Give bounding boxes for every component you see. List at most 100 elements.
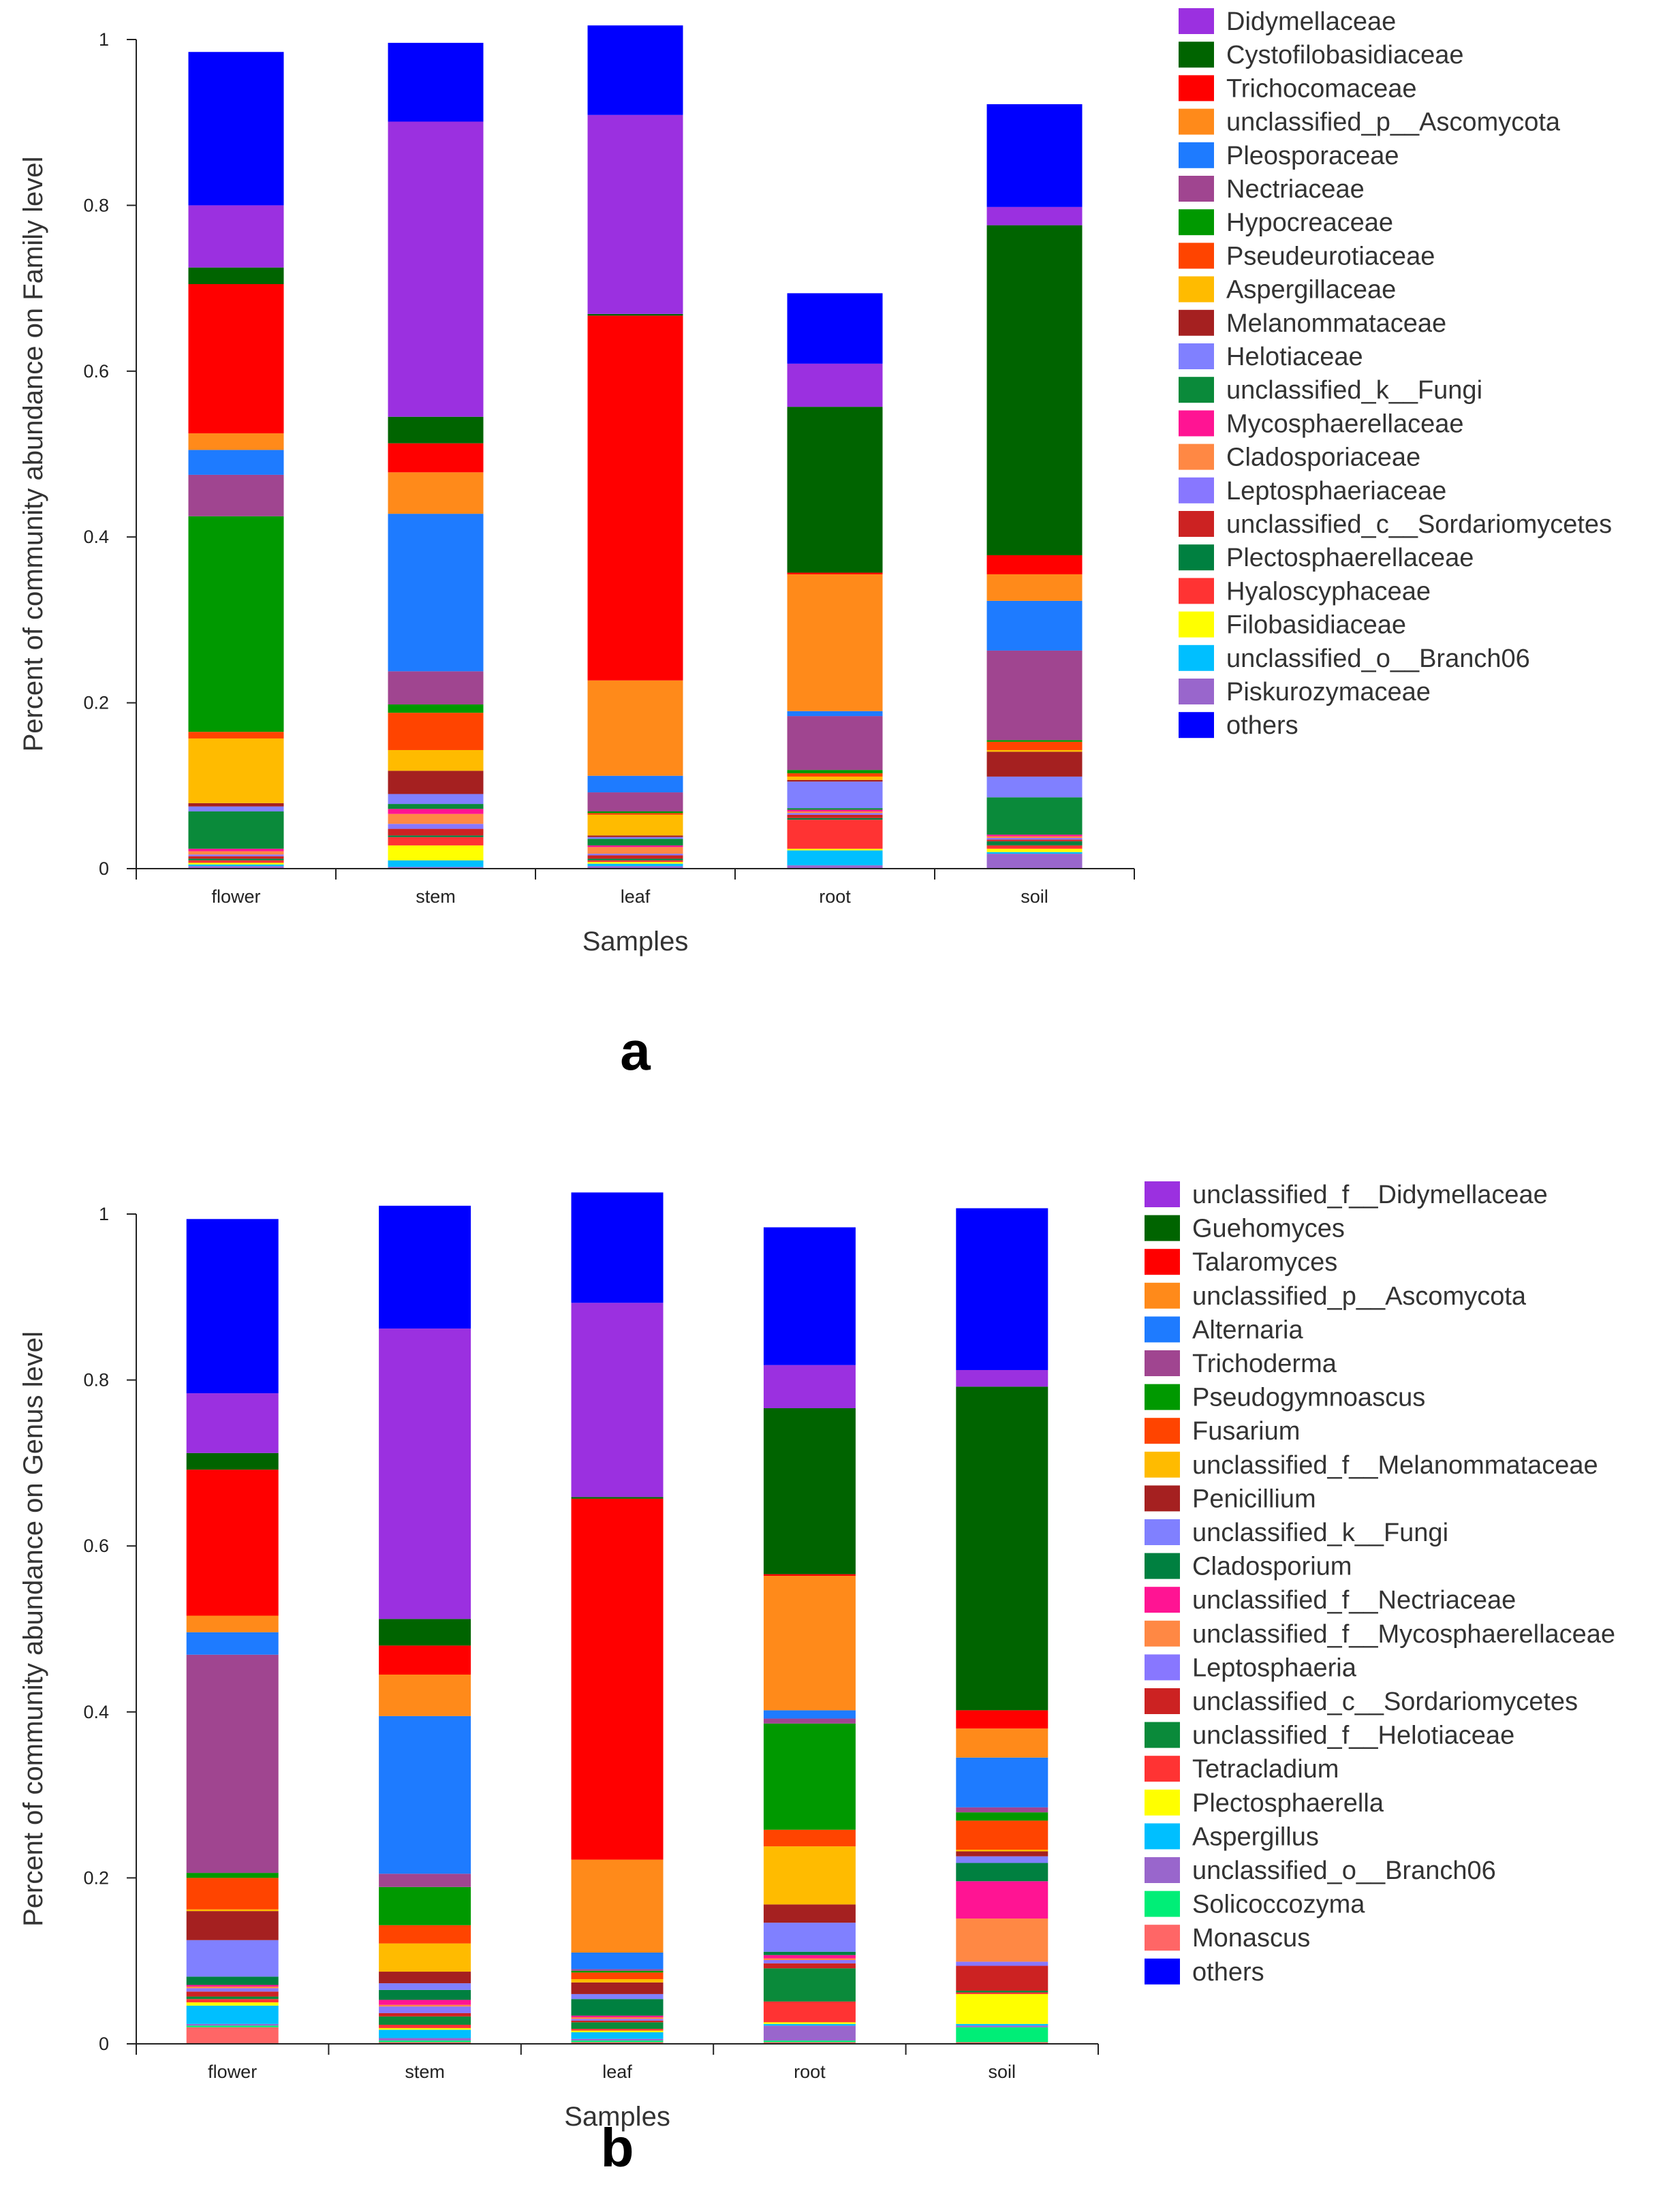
bar-segment-stem-unclassified_o__Branch06[interactable] [379,2038,471,2041]
legend-swatch[interactable] [1145,1654,1180,1681]
bar-segment-stem-others[interactable] [379,1205,471,1329]
bar-segment-stem-Guehomyces[interactable] [379,1619,471,1646]
bar-segment-leaf-Pseudeurotiaceae[interactable] [587,813,683,815]
bar-segment-flower-unclassified_c__Sordariomycetes[interactable] [188,856,284,859]
bar-segment-root-Leptosphaeria[interactable] [763,1959,856,1963]
bar-segment-soil-Mycosphaerellaceae[interactable] [986,835,1083,837]
legend-swatch[interactable] [1179,276,1214,302]
legend-swatch[interactable] [1145,1418,1180,1444]
bar-segment-root-unclassified_c__Sordariomycetes[interactable] [763,1963,856,1969]
bar-segment-root-Leptosphaeriaceae[interactable] [787,813,883,815]
bar-segment-leaf-Leptosphaeriaceae[interactable] [587,854,683,856]
bar-segment-flower-Hypocreaceae[interactable] [188,516,284,732]
bar-segment-flower-Hyaloscyphaceae[interactable] [188,860,284,863]
bar-segment-root-unclassified_k__Fungi[interactable] [787,808,883,810]
bar-segment-root-Plectosphaerella[interactable] [763,2022,856,2024]
legend-swatch[interactable] [1145,1249,1180,1275]
bar-segment-root-Fusarium[interactable] [763,1829,856,1847]
legend-label[interactable]: Helotiaceae [1226,343,1363,371]
bar-segment-soil-Plectosphaerellaceae[interactable] [986,841,1083,845]
legend-label[interactable]: unclassified_f__Didymellaceae [1192,1181,1548,1209]
bar-segment-leaf-Monascus[interactable] [571,2042,664,2044]
bar-segment-stem-Leptosphaeria[interactable] [379,2006,471,2013]
bar-segment-flower-Pleosporaceae[interactable] [188,450,284,475]
bar-segment-soil-unclassified_f__Nectriaceae[interactable] [956,1881,1048,1919]
bar-segment-root-unclassified_f__Didymellaceae[interactable] [763,1365,856,1409]
bar-segment-soil-unclassified_f__Melanommataceae[interactable] [956,1849,1048,1852]
bar-segment-soil-Didymellaceae[interactable] [986,206,1083,226]
legend-label[interactable]: Mycosphaerellaceae [1226,409,1464,438]
bar-segment-root-unclassified_o__Branch06[interactable] [787,850,883,866]
bar-segment-stem-Helotiaceae[interactable] [388,794,484,805]
bar-segment-flower-Solicoccozyma[interactable] [186,2025,279,2027]
bar-segment-leaf-unclassified_f__Mycosphaerellaceae[interactable] [571,2017,664,2019]
legend-swatch[interactable] [1179,309,1214,336]
legend-label[interactable]: Trichocomaceae [1226,74,1417,103]
bar-segment-root-Mycosphaerellaceae[interactable] [787,809,883,812]
bar-segment-stem-Pleosporaceae[interactable] [388,514,484,672]
bar-segment-flower-unclassified_o__Branch06[interactable] [188,864,284,867]
bar-segment-flower-Monascus[interactable] [186,2027,279,2044]
bar-segment-stem-Plectosphaerellaceae[interactable] [388,835,484,837]
bar-segment-soil-unclassified_k__Fungi[interactable] [986,797,1083,835]
bar-segment-root-Talaromyces[interactable] [763,1574,856,1576]
legend-swatch[interactable] [1179,243,1214,269]
bar-segment-leaf-Cladosporiaceae[interactable] [587,847,683,854]
bar-segment-leaf-unclassified_f__Helotiaceae[interactable] [571,2022,664,2030]
legend-swatch[interactable] [1179,343,1214,369]
legend-swatch[interactable] [1179,511,1214,537]
legend-label[interactable]: unclassified_k__Fungi [1226,376,1482,405]
legend-swatch[interactable] [1145,1958,1180,1985]
bar-segment-flower-unclassified_f__Mycosphaerellaceae[interactable] [186,1986,279,1989]
bar-segment-flower-Cladosporiaceae[interactable] [188,851,284,855]
bar-segment-leaf-unclassified_p__Ascomycota[interactable] [571,1859,664,1953]
bar-segment-stem-Hypocreaceae[interactable] [388,704,484,713]
bar-segment-flower-Mycosphaerellaceae[interactable] [188,848,284,852]
legend-label[interactable]: unclassified_k__Fungi [1192,1519,1448,1547]
legend-label[interactable]: unclassified_o__Branch06 [1192,1856,1496,1885]
bar-segment-stem-Talaromyces[interactable] [379,1645,471,1675]
bar-segment-leaf-unclassified_c__Sordariomycetes[interactable] [571,2020,664,2023]
legend-label[interactable]: Nectriaceae [1226,175,1365,204]
bar-segment-flower-Alternaria[interactable] [186,1632,279,1655]
legend-swatch[interactable] [1179,377,1214,403]
bar-segment-leaf-others[interactable] [587,25,683,115]
bar-segment-soil-Alternaria[interactable] [956,1757,1048,1807]
bar-segment-stem-Pseudeurotiaceae[interactable] [388,713,484,750]
legend-label[interactable]: Guehomyces [1192,1215,1345,1243]
bar-segment-stem-unclassified_f__Didymellaceae[interactable] [379,1328,471,1619]
bar-segment-leaf-Cladosporium[interactable] [571,1999,664,2016]
bar-segment-leaf-Plectosphaerellaceae[interactable] [587,858,683,860]
bar-segment-soil-Trichoderma[interactable] [956,1807,1048,1813]
legend-swatch[interactable] [1145,1620,1180,1647]
bar-segment-leaf-Tetracladium[interactable] [571,2029,664,2031]
bar-segment-root-Pleosporaceae[interactable] [787,711,883,717]
bar-segment-flower-Plectosphaerellaceae[interactable] [188,858,284,860]
legend-swatch[interactable] [1145,1823,1180,1850]
bar-segment-root-Monascus[interactable] [763,2042,856,2044]
bar-segment-stem-unclassified_f__Mycosphaerellaceae[interactable] [379,2004,471,2007]
bar-segment-leaf-Hypocreaceae[interactable] [587,811,683,813]
bar-segment-flower-unclassified_f__Helotiaceae[interactable] [186,1996,279,2000]
bar-segment-root-Hypocreaceae[interactable] [787,770,883,774]
bar-segment-soil-Talaromyces[interactable] [956,1710,1048,1729]
legend-label[interactable]: Solicoccozyma [1192,1891,1365,1919]
bar-segment-root-Didymellaceae[interactable] [787,363,883,407]
bar-segment-leaf-Filobasidiaceae[interactable] [587,862,683,864]
bar-segment-stem-Hyaloscyphaceae[interactable] [388,837,484,845]
legend-swatch[interactable] [1179,544,1214,571]
bar-segment-flower-Plectosphaerella[interactable] [186,2002,279,2006]
legend-label[interactable]: Cladosporium [1192,1553,1352,1581]
bar-segment-stem-Cystofilobasidiaceae[interactable] [388,416,484,444]
legend-swatch[interactable] [1145,1282,1180,1309]
bar-segment-leaf-unclassified_k__Fungi[interactable] [571,1993,664,2000]
bar-segment-flower-Helotiaceae[interactable] [188,806,284,812]
bar-segment-root-unclassified_o__Branch06[interactable] [763,2025,856,2041]
bar-segment-stem-Tetracladium[interactable] [379,2024,471,2028]
bar-segment-stem-unclassified_c__Sordariomycetes[interactable] [379,2013,471,2017]
legend-swatch[interactable] [1179,75,1214,102]
bar-segment-soil-unclassified_p__Ascomycota[interactable] [956,1728,1048,1758]
bar-segment-soil-others[interactable] [986,104,1083,207]
bar-segment-soil-Penicillium[interactable] [956,1851,1048,1856]
bar-segment-soil-Leptosphaeriaceae[interactable] [986,837,1083,840]
